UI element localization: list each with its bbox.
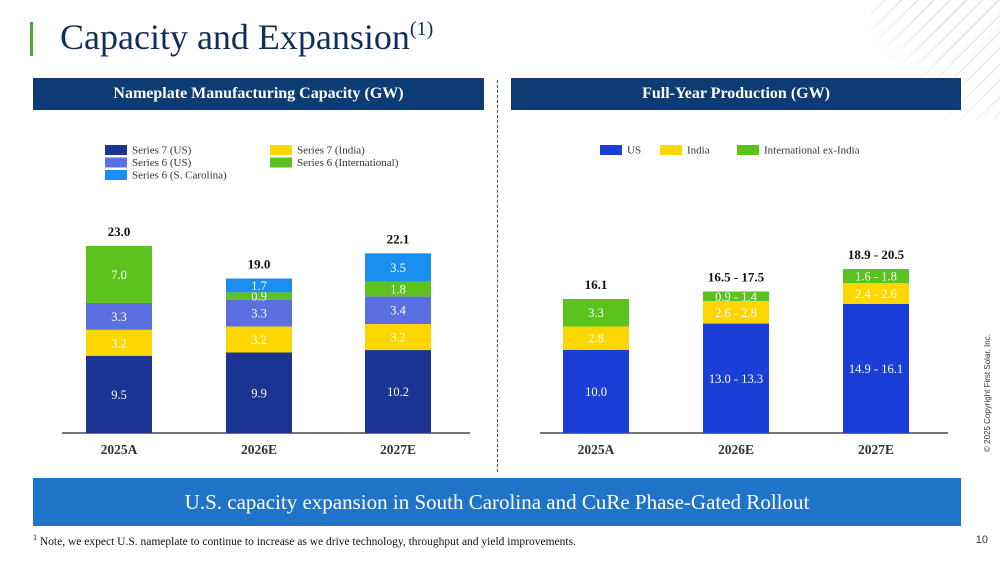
page-title-text: Capacity and Expansion <box>60 17 410 57</box>
data-label: 2.4 - 2.6 <box>855 287 897 301</box>
legend-label: US <box>627 145 641 157</box>
legend-label: India <box>687 145 710 157</box>
panel-divider <box>497 80 498 472</box>
data-label: 0.9 <box>251 290 267 304</box>
bar-segment-india-2025a <box>563 326 629 350</box>
x-tick-label: 2026E <box>718 442 754 457</box>
legend-swatch-us <box>600 145 622 155</box>
bar-segment-series-6-international-2026e <box>226 292 292 300</box>
data-label: 3.3 <box>251 307 267 321</box>
total-label: 23.0 <box>108 224 131 239</box>
x-tick-label: 2026E <box>241 442 277 457</box>
bar-segment-series-6-international-2027e <box>365 281 431 297</box>
total-label: 16.5 - 17.5 <box>708 270 765 285</box>
x-tick-label: 2025A <box>578 442 615 457</box>
legend-swatch-series-7-us <box>105 145 127 155</box>
legend-label: Series 7 (India) <box>297 145 365 157</box>
data-label: 3.3 <box>588 306 604 320</box>
legend-swatch-series-6-us <box>105 157 127 168</box>
bar-segment-series-6-international-2025a <box>86 246 152 303</box>
data-label: 2.8 <box>588 332 604 346</box>
data-label: 3.2 <box>251 333 267 347</box>
bar-segment-series-6-s-carolina-2026e <box>226 278 292 293</box>
total-label: 18.9 - 20.5 <box>848 247 905 262</box>
production-chart-header: Full-Year Production (GW) <box>511 78 961 110</box>
legend-swatch-series-7-india <box>270 145 292 155</box>
data-label: 7.0 <box>111 268 127 282</box>
x-tick-label: 2027E <box>858 442 894 457</box>
total-label: 22.1 <box>387 231 410 246</box>
data-label: 14.9 - 16.1 <box>849 362 903 376</box>
production-chart: 10.0 2.8 3.3 16.1 2025A 13.0 - 13.3 2.6 - 2.8 0… <box>540 145 948 457</box>
x-tick-label: 2025A <box>101 442 138 457</box>
data-label: 1.6 - 1.8 <box>855 270 897 284</box>
legend-swatch-india <box>660 145 682 155</box>
data-label: 3.5 <box>390 261 406 275</box>
x-tick-label: 2027E <box>380 442 416 457</box>
bar-segment-international-ex-india-2027e <box>843 269 909 284</box>
summary-banner: U.S. capacity expansion in South Carolin… <box>33 478 961 526</box>
legend-swatch-series-6-s-carolina <box>105 170 127 180</box>
capacity-chart: 9.5 3.2 3.3 7.0 23.0 2025A 9.9 3.2 3.3 0.91.7 19.0… <box>62 145 470 457</box>
bar-segment-international-ex-india-2026e <box>703 291 769 302</box>
bar-segment-series-6-us-2027e <box>365 296 431 325</box>
data-label: 9.9 <box>251 386 267 400</box>
data-label: 1.7 <box>251 279 267 293</box>
bar-segment-series-6-s-carolina-2027e <box>365 253 431 282</box>
legend-label: International ex-India <box>764 145 860 157</box>
page-title: Capacity and Expansion(1) <box>60 16 433 58</box>
bar-segment-us-2025a <box>563 349 629 433</box>
copyright-notice: © 2025 Copyright First Solar, Inc. <box>983 334 992 452</box>
bar-segment-series-7-india-2025a <box>86 329 152 356</box>
bar-segment-us-2026e <box>703 323 769 433</box>
data-label: 3.2 <box>390 331 406 345</box>
total-label: 19.0 <box>248 257 271 272</box>
bar-segment-india-2027e <box>843 283 909 304</box>
data-label: 2.6 - 2.8 <box>715 306 757 320</box>
legend-label: Series 6 (US) <box>132 157 192 169</box>
title-footnote-marker: (1) <box>409 18 434 40</box>
bar-segment-international-ex-india-2025a <box>563 299 629 327</box>
data-label: 10.2 <box>387 385 409 399</box>
total-label: 16.1 <box>585 277 608 292</box>
legend-label: Series 6 (International) <box>297 157 399 169</box>
legend-label: Series 7 (US) <box>132 145 192 157</box>
bar-segment-series-7-india-2027e <box>365 324 431 351</box>
bar-segment-us-2027e <box>843 303 909 433</box>
bar-segment-series-6-us-2025a <box>86 302 152 330</box>
data-label: 1.8 <box>390 283 406 297</box>
data-label: 9.5 <box>111 388 127 402</box>
data-label: 3.3 <box>111 310 127 324</box>
bar-segment-series-6-us-2026e <box>226 299 292 327</box>
legend-swatch-series-6-international <box>270 157 292 168</box>
footnote-marker: 1 <box>33 533 37 542</box>
data-label: 13.0 - 13.3 <box>709 372 763 386</box>
data-label: 3.4 <box>390 304 406 318</box>
legend-label: Series 6 (S. Carolina) <box>132 170 227 182</box>
bar-segment-series-7-us-2027e <box>365 350 431 433</box>
footnote-text: Note, we expect U.S. nameplate to contin… <box>37 535 576 548</box>
bar-segment-series-7-us-2026e <box>226 352 292 433</box>
bar-segment-series-7-india-2026e <box>226 326 292 353</box>
data-label: 3.2 <box>111 336 127 350</box>
legend-swatch-international-ex-india <box>737 145 759 155</box>
title-accent-bar <box>30 22 33 56</box>
page-number: 10 <box>975 534 988 546</box>
capacity-chart-header: Nameplate Manufacturing Capacity (GW) <box>33 78 484 110</box>
footnote: 1 Note, we expect U.S. nameplate to cont… <box>33 533 576 548</box>
data-label: 10.0 <box>585 385 607 399</box>
bar-segment-series-7-us-2025a <box>86 355 152 433</box>
bar-segment-india-2026e <box>703 301 769 324</box>
data-label: 0.9 - 1.4 <box>715 290 757 304</box>
